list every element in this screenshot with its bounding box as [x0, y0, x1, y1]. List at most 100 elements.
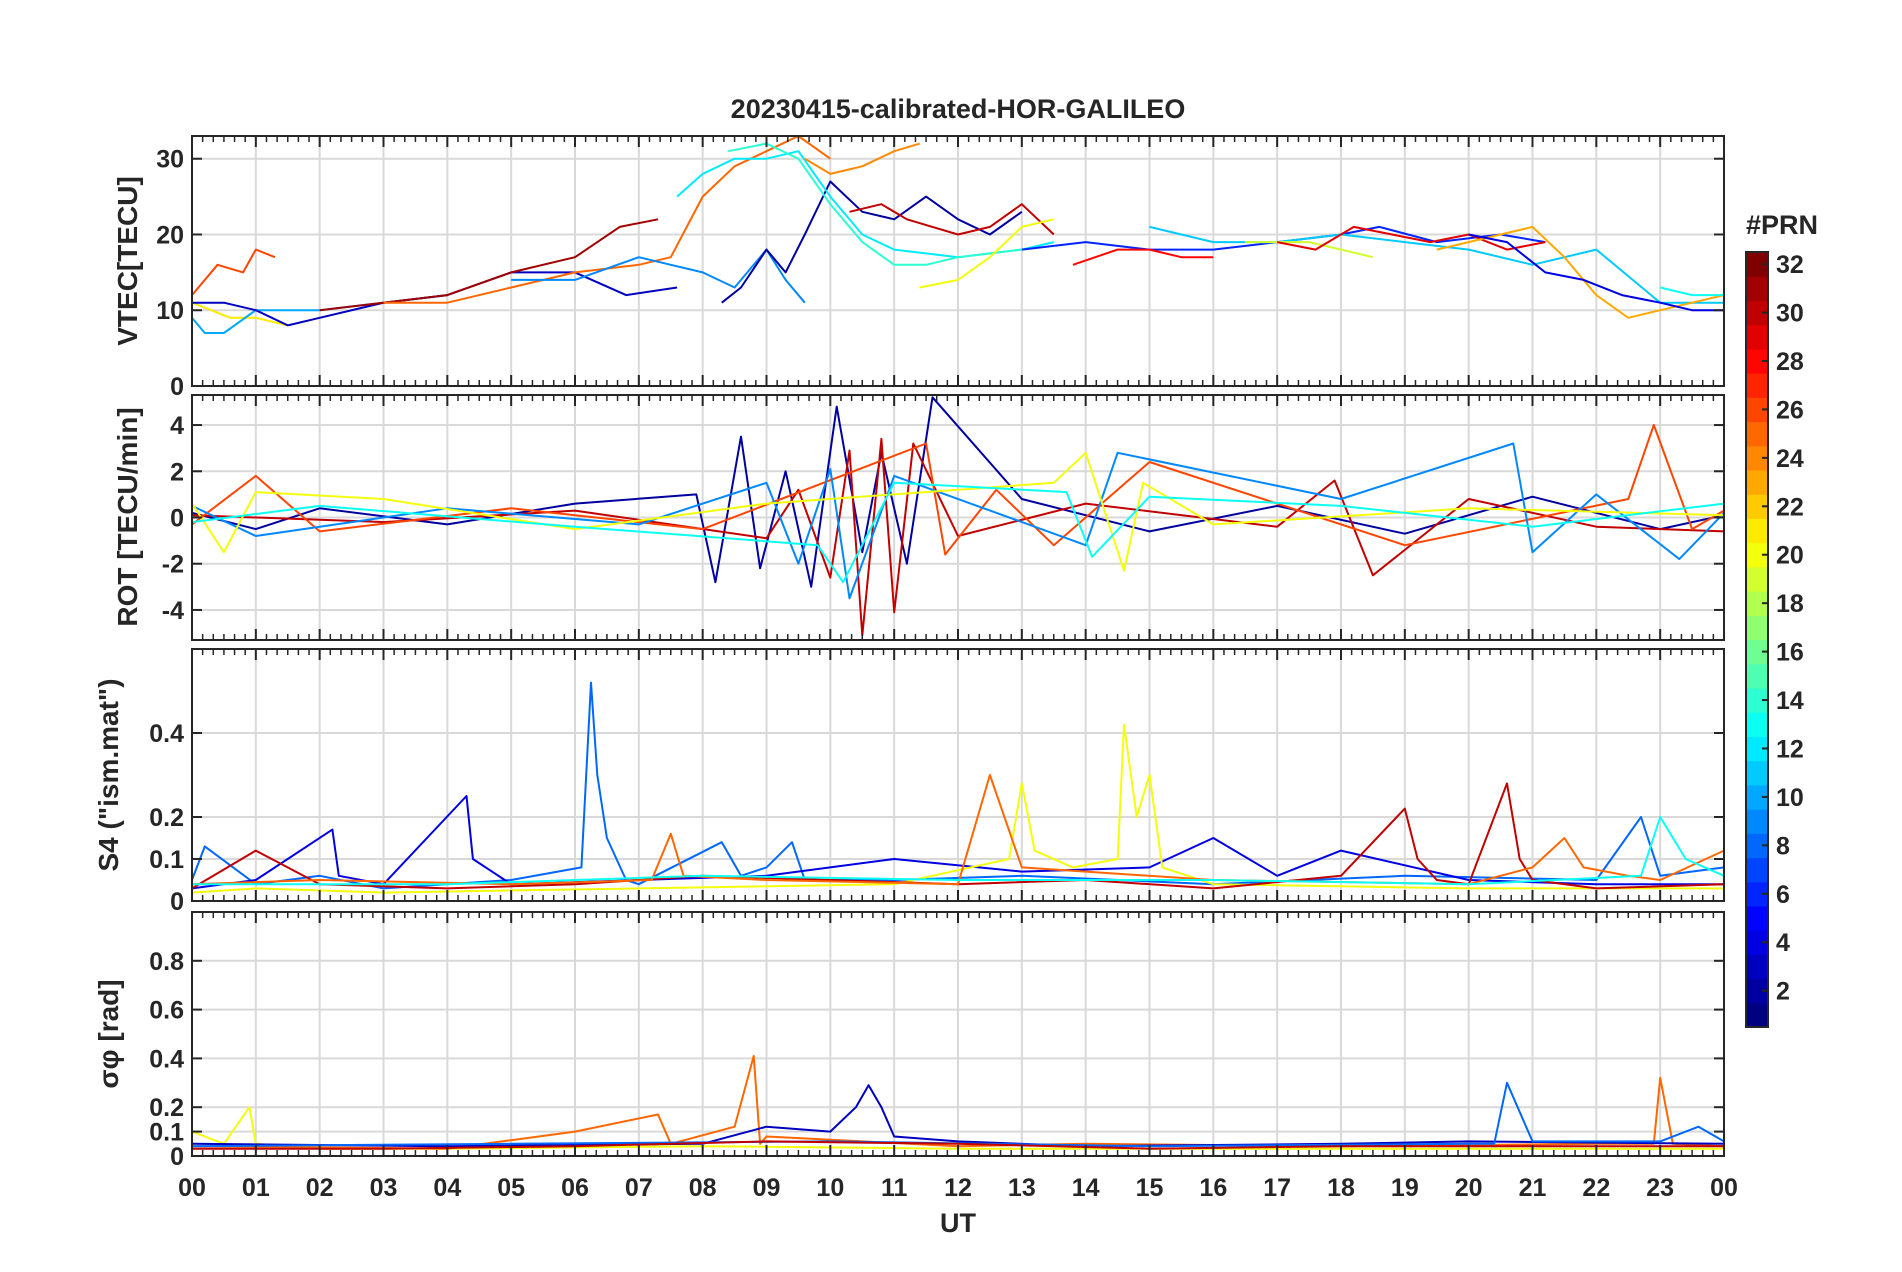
s4-y-tick-label: 0.2: [149, 804, 184, 832]
colorbar-segment-prn-12: [1746, 736, 1768, 762]
s4-ticks: [191, 649, 1725, 902]
x-tick-label: 00: [178, 1174, 206, 1202]
rot-y-tick-label: 4: [170, 412, 184, 440]
s4-series-group: [191, 681, 1725, 894]
colorbar-tick-label: 2: [1776, 978, 1790, 1006]
vtec-series-prn-13: [1659, 286, 1724, 297]
sigma-phi-series-prn-25: [191, 1055, 1725, 1150]
x-tick-label: 03: [370, 1174, 398, 1202]
colorbar-segment-prn-29: [1746, 324, 1768, 350]
x-tick-label: 06: [561, 1174, 589, 1202]
s4-series-prn-25: [191, 774, 1725, 886]
x-tick-label: 01: [242, 1174, 270, 1202]
colorbar-segment-prn-25: [1746, 421, 1768, 447]
sigma-phi-y-tick-label: 0.2: [149, 1094, 184, 1122]
rot-y-tick-label: 0: [170, 505, 184, 533]
vtec-series-prn-25: [383, 135, 831, 304]
colorbar-segment-prn-19: [1746, 566, 1768, 592]
vtec-y-tick-labels: 0 10 20 30: [156, 146, 184, 401]
colorbar-segment-prn-7: [1746, 857, 1768, 883]
s4-y-tick-label: 0: [170, 888, 184, 916]
colorbar-tick-label: 24: [1776, 445, 1804, 473]
s4-series-prn-30: [191, 782, 1725, 890]
s4-series-prn-20: [191, 723, 1724, 894]
s4-panel: 0 0.1 0.2 0.4 S4 ("ism.mat"): [93, 648, 1725, 916]
x-tick-label: 22: [1582, 1174, 1610, 1202]
colorbar-segment-prn-13: [1746, 712, 1768, 737]
x-tick-label: 17: [1263, 1174, 1291, 1202]
x-tick-label: 09: [753, 1174, 781, 1202]
x-tick-label: 23: [1646, 1174, 1674, 1202]
vtec-series-prn-21: [191, 301, 289, 327]
colorbar-segment-prn-15: [1746, 663, 1768, 689]
s4-grid: [192, 649, 1724, 901]
vtec-series-prn-14: [728, 142, 1022, 266]
sigma-phi-y-tick-label: 0: [170, 1143, 184, 1171]
vtec-y-tick-label: 30: [156, 146, 184, 174]
vtec-series-prn-11: [1149, 225, 1724, 304]
rot-series-prn-30: [191, 437, 1725, 637]
vtec-series-prn-30: [849, 203, 1055, 236]
rot-series-prn-26: [191, 424, 1725, 556]
colorbar-segment-prn-26: [1746, 397, 1768, 423]
colorbar-frame: [1745, 251, 1769, 1028]
s4-y-label: S4 ("ism.mat"): [93, 678, 124, 871]
colorbar-segment-prn-21: [1746, 518, 1768, 544]
colorbar-tick-label: 32: [1776, 251, 1804, 279]
colorbar-segment-prn-31: [1746, 276, 1768, 302]
x-tick-label: 04: [433, 1174, 461, 1202]
sigma-phi-y-tick-label: 0.4: [149, 1045, 184, 1073]
vtec-y-tick-label: 0: [170, 373, 184, 401]
colorbar-segment-prn-5: [1746, 905, 1768, 931]
sigma-phi-y-label: σφ [rad]: [93, 979, 124, 1088]
sigma-phi-y-tick-label: 0.6: [149, 997, 184, 1025]
x-axis-label: UT: [940, 1208, 976, 1238]
colorbar-segment-prn-23: [1746, 469, 1768, 495]
colorbar-segment-prn-27: [1746, 373, 1768, 398]
colorbar-segment-prn-6: [1746, 881, 1768, 907]
chart-title: 20230415-calibrated-HOR-GALILEO: [731, 94, 1186, 124]
colorbar-tick-label: 4: [1776, 929, 1790, 957]
sigma-phi-ticks: [191, 912, 1725, 1157]
x-tick-labels: 00 01 02 03 04 05 06 07 08 09 10 11 12 13 14 15 16 17 18 19…: [178, 1174, 1738, 1202]
colorbar-segment-prn-16: [1746, 639, 1768, 665]
colorbar-segment-prn-30: [1746, 300, 1768, 326]
colorbar-segment-prn-14: [1746, 687, 1768, 713]
colorbar-segment-prn-8: [1746, 833, 1768, 859]
colorbar-segment-prn-1: [1746, 1002, 1768, 1028]
rot-ticks: [191, 395, 1725, 640]
vtec-y-tick-label: 20: [156, 221, 184, 249]
s4-series-prn-4: [191, 795, 1724, 890]
colorbar-segment-prn-10: [1746, 784, 1768, 810]
colorbar-segment-prn-28: [1746, 348, 1768, 374]
vtec-y-tick-label: 10: [156, 297, 184, 325]
rot-series-prn-9: [191, 442, 1725, 600]
rot-series-group: [191, 396, 1725, 637]
x-tick-label: 21: [1519, 1174, 1547, 1202]
rot-y-tick-label: 2: [170, 458, 184, 486]
colorbar-segment-prn-4: [1746, 930, 1768, 955]
colorbar-tick-label: 22: [1776, 493, 1804, 521]
x-tick-label: 12: [944, 1174, 972, 1202]
colorbar-segment-prn-20: [1746, 542, 1768, 568]
colorbar-segments: [1746, 252, 1768, 1028]
s4-y-tick-labels: 0 0.1 0.2 0.4: [149, 720, 184, 916]
vtec-panel: 0 10 20 30 VTEC[TECU]: [112, 135, 1725, 401]
rot-y-tick-label: -2: [162, 551, 184, 579]
sigma-phi-y-tick-label: 0.8: [149, 948, 184, 976]
colorbar-tick-label: 14: [1776, 687, 1804, 715]
colorbar-segment-prn-11: [1746, 760, 1768, 786]
x-tick-label: 13: [1008, 1174, 1036, 1202]
rot-series-prn-13: [191, 481, 1725, 584]
x-tick-label: 00: [1710, 1174, 1738, 1202]
x-tick-label: 11: [881, 1174, 908, 1202]
colorbar-tick-label: 18: [1776, 590, 1804, 618]
colorbar-segment-prn-22: [1746, 494, 1768, 520]
vtec-series-prn-4: [1468, 233, 1724, 312]
colorbar-tick-label: 8: [1776, 832, 1790, 860]
colorbar-tick-label: 10: [1776, 784, 1804, 812]
colorbar-tick-label: 26: [1776, 396, 1804, 424]
s4-y-tick-label: 0.1: [149, 846, 184, 874]
x-tick-label: 15: [1136, 1174, 1164, 1202]
